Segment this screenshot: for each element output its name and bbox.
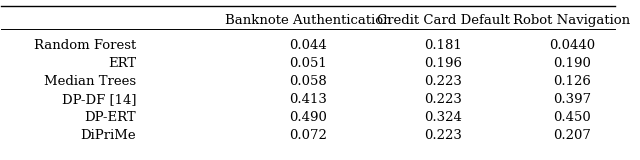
Text: 0.058: 0.058 bbox=[289, 75, 327, 88]
Text: 0.126: 0.126 bbox=[553, 75, 591, 88]
Text: 0.051: 0.051 bbox=[289, 57, 327, 70]
Text: 0.223: 0.223 bbox=[424, 93, 462, 106]
Text: 0.181: 0.181 bbox=[424, 39, 462, 52]
Text: DP-DF [14]: DP-DF [14] bbox=[62, 93, 136, 106]
Text: 0.397: 0.397 bbox=[553, 93, 591, 106]
Text: 0.072: 0.072 bbox=[289, 129, 327, 142]
Text: Random Forest: Random Forest bbox=[34, 39, 136, 52]
Text: 0.490: 0.490 bbox=[289, 111, 327, 124]
Text: 0.190: 0.190 bbox=[553, 57, 591, 70]
Text: 0.0440: 0.0440 bbox=[548, 39, 595, 52]
Text: ERT: ERT bbox=[108, 57, 136, 70]
Text: 0.223: 0.223 bbox=[424, 129, 462, 142]
Text: 0.223: 0.223 bbox=[424, 75, 462, 88]
Text: DiPriMe: DiPriMe bbox=[81, 129, 136, 142]
Text: 0.207: 0.207 bbox=[553, 129, 591, 142]
Text: 0.044: 0.044 bbox=[289, 39, 327, 52]
Text: 0.450: 0.450 bbox=[553, 111, 591, 124]
Text: 0.413: 0.413 bbox=[289, 93, 327, 106]
Text: Robot Navigation: Robot Navigation bbox=[513, 14, 630, 27]
Text: 0.324: 0.324 bbox=[424, 111, 462, 124]
Text: DP-ERT: DP-ERT bbox=[84, 111, 136, 124]
Text: Banknote Authentication: Banknote Authentication bbox=[225, 14, 392, 27]
Text: 0.196: 0.196 bbox=[424, 57, 462, 70]
Text: Credit Card Default: Credit Card Default bbox=[376, 14, 509, 27]
Text: Median Trees: Median Trees bbox=[44, 75, 136, 88]
